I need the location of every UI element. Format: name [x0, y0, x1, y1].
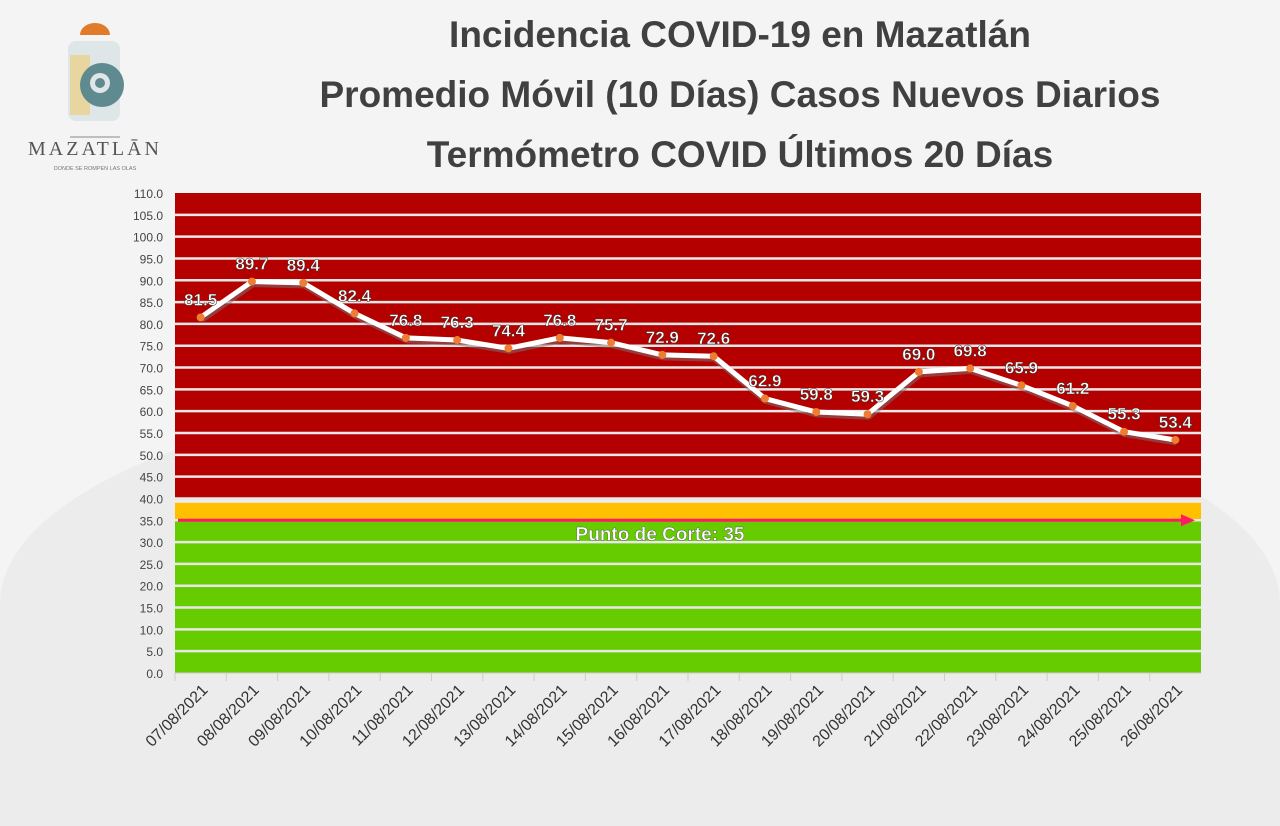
data-point [914, 367, 923, 376]
logo-wordmark: MAZATLĀN [28, 138, 162, 160]
data-point [299, 278, 308, 287]
data-label: 69.0 [902, 345, 935, 364]
data-label: 89.4 [287, 256, 321, 275]
data-label: 74.4 [492, 321, 526, 340]
data-point [709, 352, 718, 361]
threshold-label: Punto de Corte: 35 [576, 524, 745, 545]
data-label: 69.8 [954, 341, 987, 360]
chart-title-line-3: Termómetro COVID Últimos 20 Días [426, 134, 1054, 175]
y-tick-label: 105.0 [133, 209, 163, 223]
data-point [966, 364, 975, 373]
y-tick-label: 35.0 [140, 514, 164, 528]
mazatlan-logo: MAZATLĀN DONDE SE ROMPEN LAS OLAS [28, 23, 162, 172]
data-label: 75.7 [595, 316, 628, 335]
chart-title-line-1: Incidencia COVID-19 en Mazatlán [449, 14, 1031, 55]
y-tick-label: 80.0 [140, 318, 164, 332]
threshold-arrow-icon [1181, 514, 1195, 527]
data-label: 55.3 [1108, 405, 1141, 424]
data-point [658, 350, 667, 359]
data-point [350, 309, 359, 318]
logo-tagline: DONDE SE ROMPEN LAS OLAS [54, 166, 137, 172]
data-label: 72.6 [697, 329, 730, 348]
data-point [401, 333, 410, 342]
y-tick-label: 45.0 [140, 471, 164, 485]
y-tick-label: 100.0 [133, 231, 163, 245]
data-label: 65.9 [1005, 358, 1038, 377]
data-point [1068, 401, 1077, 410]
series-line [199, 279, 1176, 443]
y-tick-label: 40.0 [140, 492, 164, 506]
data-label: 62.9 [748, 372, 781, 391]
data-point [504, 344, 513, 353]
y-tick-label: 75.0 [140, 340, 164, 354]
y-tick-label: 15.0 [140, 602, 164, 616]
data-point [812, 408, 821, 417]
y-tick-label: 25.0 [140, 558, 164, 572]
y-tick-label: 30.0 [140, 536, 164, 550]
chart-title-line-2: Promedio Móvil (10 Días) Casos Nuevos Di… [319, 74, 1161, 115]
y-tick-label: 110.0 [134, 187, 163, 201]
band-2 [175, 520, 1201, 673]
band-1 [175, 502, 1201, 521]
y-tick-label: 5.0 [146, 645, 163, 659]
data-point [196, 313, 205, 322]
data-label: 76.8 [543, 311, 576, 330]
data-label: 72.9 [646, 328, 679, 347]
data-label: 61.2 [1056, 379, 1089, 398]
y-tick-label: 10.0 [140, 623, 164, 637]
y-tick-label: 90.0 [140, 274, 164, 288]
data-label: 59.3 [851, 387, 884, 406]
y-tick-label: 55.0 [140, 427, 164, 441]
y-tick-label: 70.0 [140, 362, 164, 376]
y-tick-label: 0.0 [146, 667, 163, 681]
data-point [1120, 427, 1129, 436]
data-point [1017, 381, 1026, 390]
data-label: 59.8 [800, 385, 833, 404]
data-point [760, 394, 769, 403]
data-point [247, 277, 256, 286]
y-tick-label: 60.0 [140, 405, 164, 419]
data-point [607, 338, 616, 347]
y-tick-label: 65.0 [140, 383, 164, 397]
data-label: 82.4 [338, 286, 372, 305]
data-point [1171, 435, 1180, 444]
data-label: 89.7 [235, 255, 268, 274]
y-tick-label: 95.0 [140, 252, 164, 266]
y-tick-label: 85.0 [140, 296, 164, 310]
data-label: 76.3 [441, 313, 474, 332]
data-point [453, 336, 462, 345]
data-label: 81.5 [184, 290, 217, 309]
y-tick-label: 50.0 [140, 449, 164, 463]
data-point [863, 410, 872, 419]
data-label: 53.4 [1159, 413, 1193, 432]
data-label: 76.8 [389, 311, 422, 330]
y-tick-label: 20.0 [140, 580, 164, 594]
data-point [555, 333, 564, 342]
